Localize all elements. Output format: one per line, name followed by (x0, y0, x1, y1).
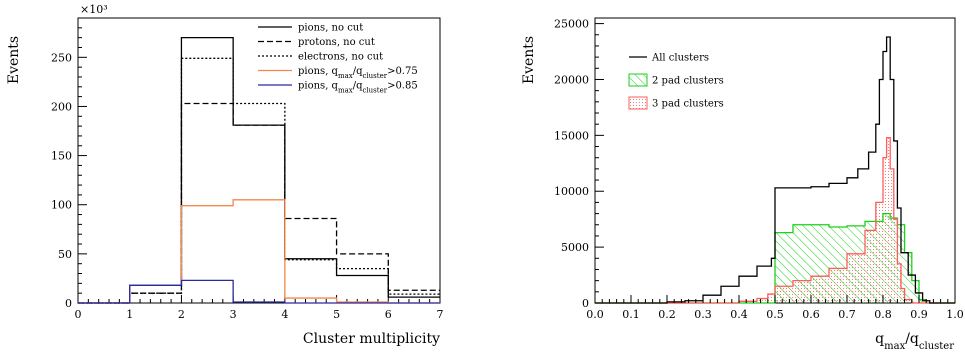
right-x-tick-label: 0.6 (802, 308, 820, 321)
right-x-tick-label: 0.2 (658, 308, 676, 321)
left-y-tick-label: 250 (51, 51, 72, 64)
right-y-tick-label: 5000 (561, 241, 589, 254)
right-legend-swatch (628, 96, 648, 110)
right-series-fill-2 (595, 137, 955, 303)
right-y-tick-label: 20000 (554, 73, 589, 86)
left-series-line-3 (78, 199, 440, 304)
left-y-tick-label: 200 (51, 100, 72, 113)
left-series-line-1 (78, 102, 440, 304)
right-x-axis-label: qmax/qcluster (875, 331, 954, 352)
right-y-tick-label: 0 (582, 297, 589, 310)
right-x-tick-label: 0.8 (874, 308, 892, 321)
right-legend-label: All clusters (651, 53, 709, 64)
right-x-tick-label: 0.5 (766, 308, 784, 321)
right-legend: All clusters 2 pad clusters 3 pad clusters (628, 53, 724, 110)
left-legend: pions, no cut protons, no cut electrons, n… (258, 23, 418, 95)
left-plot-frame (77, 17, 441, 304)
left-legend-label: protons, no cut (298, 37, 375, 48)
right-legend-label: 3 pad clusters (652, 99, 724, 110)
left-x-tick-label: 1 (126, 308, 133, 321)
right-legend-swatch (628, 73, 648, 87)
right-x-tick-label: 0.9 (910, 308, 928, 321)
right-y-tick-label: 10000 (554, 185, 589, 198)
left-legend-label: pions, no cut (298, 23, 363, 34)
left-y-tick-label: 50 (58, 248, 72, 261)
right-y-axis-label: Events (521, 36, 537, 84)
left-y-axis-label: Events (6, 36, 22, 84)
right-y-tick-label: 25000 (554, 18, 589, 31)
right-x-tick-label: 0.7 (838, 308, 856, 321)
right-x-tick-label: 0.1 (622, 308, 640, 321)
right-legend-label: 2 pad clusters (652, 76, 724, 87)
left-legend-label: pions, qmax/qcluster>0.85 (298, 81, 418, 95)
left-x-tick-label: 3 (230, 308, 237, 321)
right-series-line-0 (595, 36, 955, 304)
left-y-tick-label: 100 (51, 199, 72, 212)
right-x-tick-label: 0.0 (586, 308, 604, 321)
left-x-tick-label: 4 (281, 308, 288, 321)
left-series (78, 37, 440, 304)
left-legend-label: pions, qmax/qcluster>0.75 (298, 66, 418, 80)
right-y-tick-label: 15000 (554, 129, 589, 142)
right-x-tick-label: 0.4 (730, 308, 748, 321)
left-x-axis-label: Cluster multiplicity (303, 331, 440, 347)
right-series-line-2 (595, 136, 955, 304)
right-x-tick-label: 1.0 (946, 308, 964, 321)
left-y-tick-label: 150 (51, 150, 72, 163)
left-y-tick-label: 0 (65, 297, 72, 310)
left-legend-label: electrons, no cut (298, 52, 383, 63)
right-ticks: 0.0 0.1 0.2 0.3 0.4 0.5 0.6 0.7 0.8 0.9 1.0 0 5000 10… (554, 18, 964, 321)
left-x-tick-label: 2 (178, 308, 185, 321)
left-series-line-4 (78, 279, 440, 304)
right-panel: 0.0 0.1 0.2 0.3 0.4 0.5 0.6 0.7 0.8 0.9 1.0 0 5000 10… (521, 17, 964, 352)
right-series (595, 36, 955, 304)
left-series-line-2 (78, 57, 440, 304)
left-x-tick-label: 6 (385, 308, 392, 321)
left-x-tick-label: 5 (333, 308, 340, 321)
right-x-tick-label: 0.3 (694, 308, 712, 321)
left-panel: 0 1 2 3 4 5 6 7 0 50 100 150 200 250 ×10³ Cluster mul… (6, 3, 444, 347)
left-x-tick-label: 0 (75, 308, 82, 321)
left-x-tick-label: 7 (437, 308, 444, 321)
left-y-multiplier: ×10³ (80, 3, 108, 16)
